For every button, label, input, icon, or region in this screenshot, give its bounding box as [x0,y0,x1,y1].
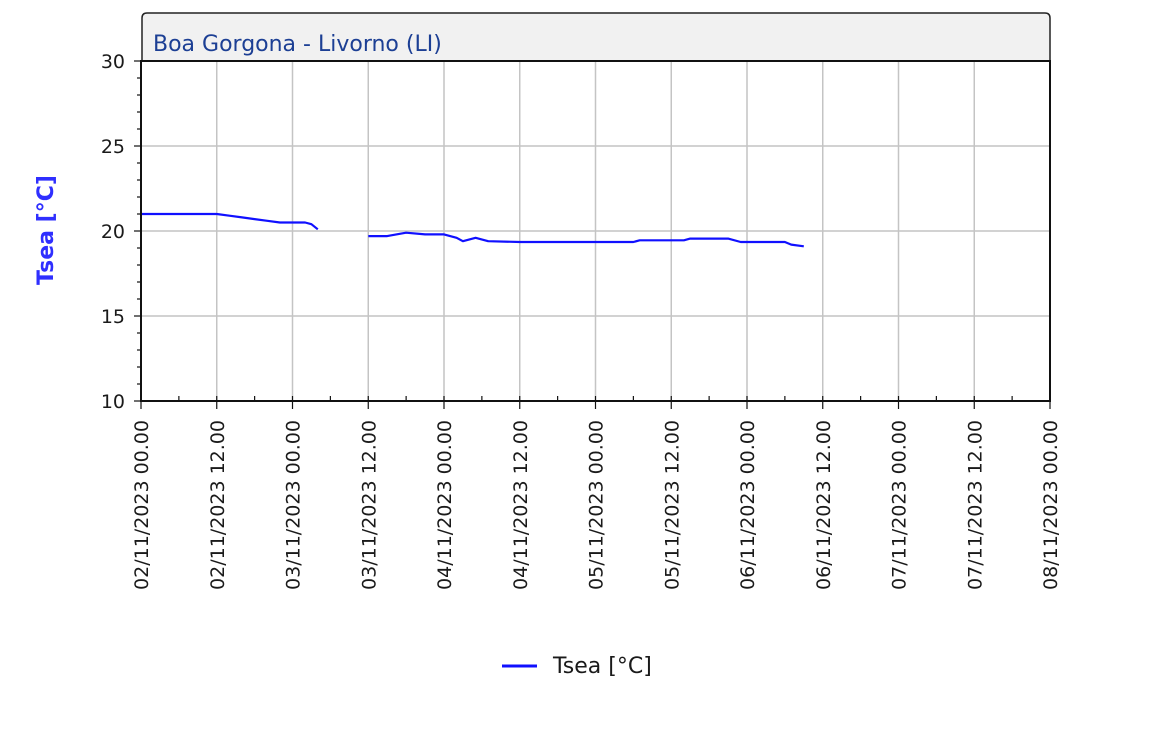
x-tick-label: 05/11/2023 00.00 [586,420,608,590]
x-tick-label: 05/11/2023 12.00 [661,420,683,590]
x-tick-label: 04/11/2023 00.00 [434,420,456,590]
x-tick-label: 02/11/2023 00.00 [131,420,153,590]
y-tick-label: 30 [101,51,125,73]
chart-title: Boa Gorgona - Livorno (LI) [153,32,442,57]
plot-frame [140,60,1051,402]
series-line-segment [141,212,319,231]
series-group [141,212,804,248]
y-tick-labels: 10 15 20 25 30 [101,51,125,413]
y-tick-label: 20 [101,221,125,243]
x-tick-label: 04/11/2023 12.00 [510,420,532,590]
y-tick-label: 10 [101,391,125,413]
x-tick-label: 03/11/2023 12.00 [358,420,380,590]
x-tick-label: 02/11/2023 12.00 [207,420,229,590]
x-tick-label: 07/11/2023 00.00 [889,420,911,590]
x-tick-label: 08/11/2023 00.00 [1040,420,1062,590]
x-tick-label: 03/11/2023 00.00 [283,420,305,590]
series-line-segment [368,231,804,248]
x-tick-label: 06/11/2023 00.00 [737,420,759,590]
legend-label: Tsea [°C] [552,654,652,679]
title-box [141,12,1051,62]
x-tick-labels: 02/11/2023 00.00 02/11/2023 12.00 03/11/20… [131,420,1062,590]
y-tick-label: 15 [101,306,125,328]
x-tick-label: 07/11/2023 12.00 [964,420,986,590]
x-tick-label: 06/11/2023 12.00 [813,420,835,590]
y-tick-label: 25 [101,136,125,158]
y-axis-label: Tsea [°C] [34,175,59,285]
